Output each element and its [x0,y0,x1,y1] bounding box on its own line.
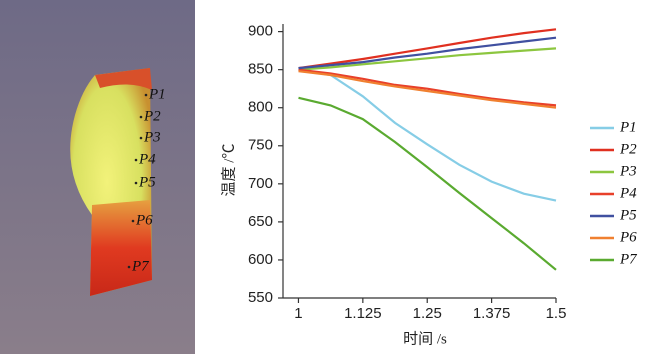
y-tick-label: 800 [248,99,273,116]
x-axis-label: 时间 /s [403,330,447,347]
point-label: P1 [148,86,166,102]
point-marker [132,220,135,223]
y-tick-label: 750 [248,137,273,154]
point-label: P5 [138,174,156,190]
legend-label: P4 [619,185,637,201]
y-tick-label: 600 [248,251,273,268]
series-line [299,48,557,69]
point-marker [128,266,131,269]
y-tick-label: 700 [248,175,273,192]
point-marker [135,159,138,162]
x-tick-label: 1.5 [546,305,567,322]
legend-label: P6 [619,229,637,245]
y-tick-label: 900 [248,23,273,40]
series-line [299,38,557,68]
legend-label: P7 [619,251,638,267]
series-line [299,98,557,270]
point-label: P7 [131,258,150,274]
point-marker [140,116,143,119]
x-tick-label: 1.125 [344,305,382,322]
point-label: P2 [143,108,161,124]
point-label: P6 [135,212,153,228]
x-tick-label: 1.375 [473,305,511,322]
legend-label: P2 [619,141,637,157]
figure: 温度 /℃ 时间 /s P1 P2 P3 P4 P5 P6 P7 550 600 650 700 75… [0,0,652,354]
legend-label: P5 [619,207,637,223]
model-render [0,0,195,354]
point-marker [135,182,138,185]
point-marker [140,137,143,140]
y-tick-label: 550 [248,289,273,306]
y-tick-label: 650 [248,213,273,230]
legend-label: P3 [619,163,637,179]
y-tick-label: 850 [248,61,273,78]
series-line [299,29,557,68]
series-line [299,70,557,106]
legend-label: P1 [619,119,637,135]
x-tick-label: 1 [294,305,302,322]
point-label: P4 [138,151,156,167]
x-tick-label: 1.25 [413,305,442,322]
point-label: P3 [143,129,161,145]
y-axis-label: 温度 /℃ [220,144,237,197]
point-marker [145,94,148,97]
